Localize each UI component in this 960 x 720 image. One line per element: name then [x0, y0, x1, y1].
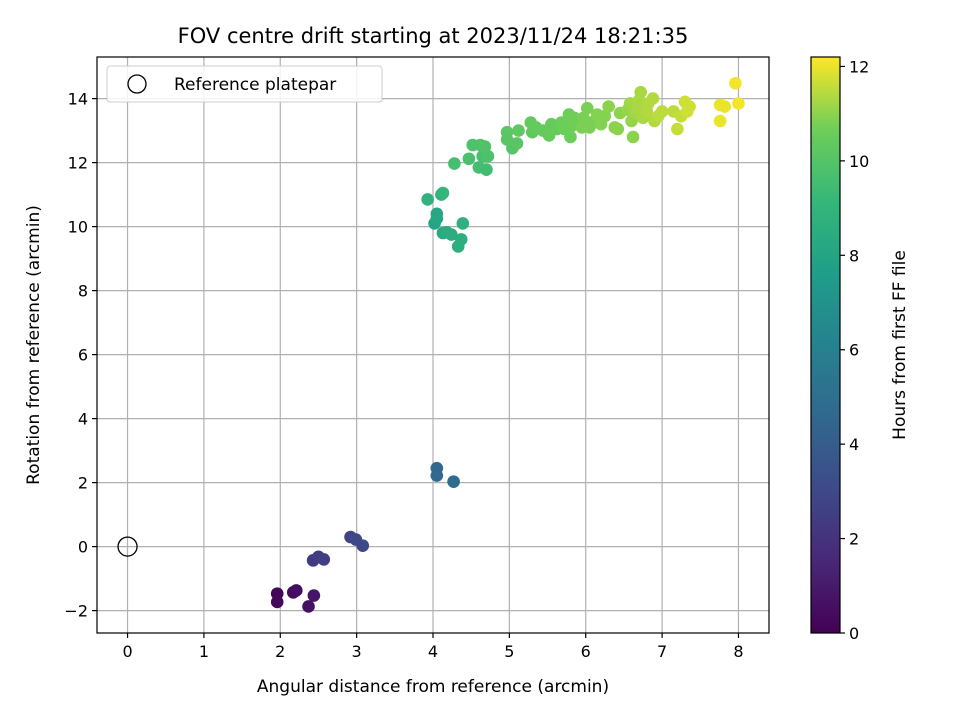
colorbar-tick-label: 6: [849, 341, 859, 360]
y-tick-label: 10: [68, 218, 88, 237]
x-axis-ticks: 0 1 2 3 4 5 6 7 8: [122, 633, 744, 661]
data-point: [634, 85, 648, 99]
data-point: [626, 130, 640, 144]
reference-marker-group: [117, 536, 138, 557]
data-point: [732, 97, 745, 110]
y-tick-label: 6: [78, 346, 88, 365]
data-point: [307, 589, 321, 602]
x-tick-label: 3: [352, 642, 362, 661]
colorbar-frame: [810, 56, 841, 634]
data-point: [317, 553, 331, 566]
data-point: [512, 124, 525, 137]
data-point: [729, 76, 742, 90]
x-tick-label: 1: [199, 642, 209, 661]
y-tick-label: −2: [64, 602, 88, 621]
gridlines: [97, 57, 769, 633]
data-point: [671, 122, 684, 136]
data-point: [510, 137, 524, 150]
data-point: [718, 100, 732, 113]
data-point: [646, 92, 660, 105]
legend-marker-icon: [127, 74, 147, 94]
reference-marker: [117, 536, 138, 557]
data-point: [421, 193, 434, 206]
y-tick-label: 12: [68, 154, 88, 173]
data-point: [302, 600, 315, 613]
y-tick-label: 0: [78, 538, 88, 557]
chart-title: FOV centre drift starting at 2023/11/24 …: [178, 24, 689, 48]
data-point: [481, 149, 495, 163]
colorbar-tick-label: 2: [849, 530, 859, 549]
data-point: [447, 475, 460, 488]
data-point: [655, 105, 669, 118]
data-point: [478, 140, 492, 153]
data-point: [462, 152, 476, 166]
data-point: [436, 186, 450, 200]
colorbar: 0 2 4 6 8 10 12 Hours from first FF file: [810, 56, 910, 643]
data-point: [480, 163, 493, 176]
data-point: [598, 109, 612, 123]
data-point: [602, 100, 615, 113]
y-tick-label: 14: [68, 90, 88, 109]
data-points: [270, 76, 745, 613]
x-tick-label: 6: [581, 642, 591, 661]
data-point: [564, 130, 577, 144]
y-axis-label: Rotation from reference (arcmin): [24, 205, 44, 485]
x-tick-label: 5: [504, 642, 514, 661]
data-point: [430, 207, 444, 221]
legend: Reference platepar: [106, 65, 383, 103]
colorbar-ticks: 0 2 4 6 8 10 12: [840, 57, 869, 643]
data-point: [445, 228, 458, 241]
colorbar-label: Hours from first FF file: [890, 250, 910, 440]
colorbar-gradient: [811, 57, 840, 633]
x-axis-label: Angular distance from reference (arcmin): [257, 677, 609, 697]
x-tick-label: 4: [428, 642, 438, 661]
data-point: [456, 217, 470, 230]
y-tick-label: 8: [78, 282, 88, 301]
y-tick-label: 4: [78, 410, 88, 429]
data-point: [448, 157, 461, 170]
legend-box: [106, 65, 383, 103]
x-tick-label: 2: [275, 642, 285, 661]
data-point: [290, 584, 303, 597]
y-tick-label: 2: [78, 474, 88, 493]
data-point: [356, 539, 370, 552]
data-point: [611, 122, 625, 136]
x-tick-label: 7: [657, 642, 667, 661]
x-tick-label: 0: [122, 642, 132, 661]
data-point: [270, 595, 284, 609]
data-point: [683, 100, 696, 113]
data-point: [580, 101, 594, 115]
y-axis-ticks: −2 0 2 4 6 8 10 12 14: [64, 90, 97, 621]
data-point: [713, 114, 727, 128]
colorbar-tick-label: 4: [849, 435, 859, 454]
colorbar-tick-label: 12: [849, 57, 869, 76]
legend-label: Reference platepar: [174, 75, 336, 95]
colorbar-tick-label: 10: [849, 152, 869, 171]
data-point: [454, 233, 468, 246]
colorbar-tick-label: 8: [849, 246, 859, 265]
x-tick-label: 8: [733, 642, 743, 661]
colorbar-tick-label: 0: [849, 624, 859, 643]
data-point: [430, 469, 444, 482]
